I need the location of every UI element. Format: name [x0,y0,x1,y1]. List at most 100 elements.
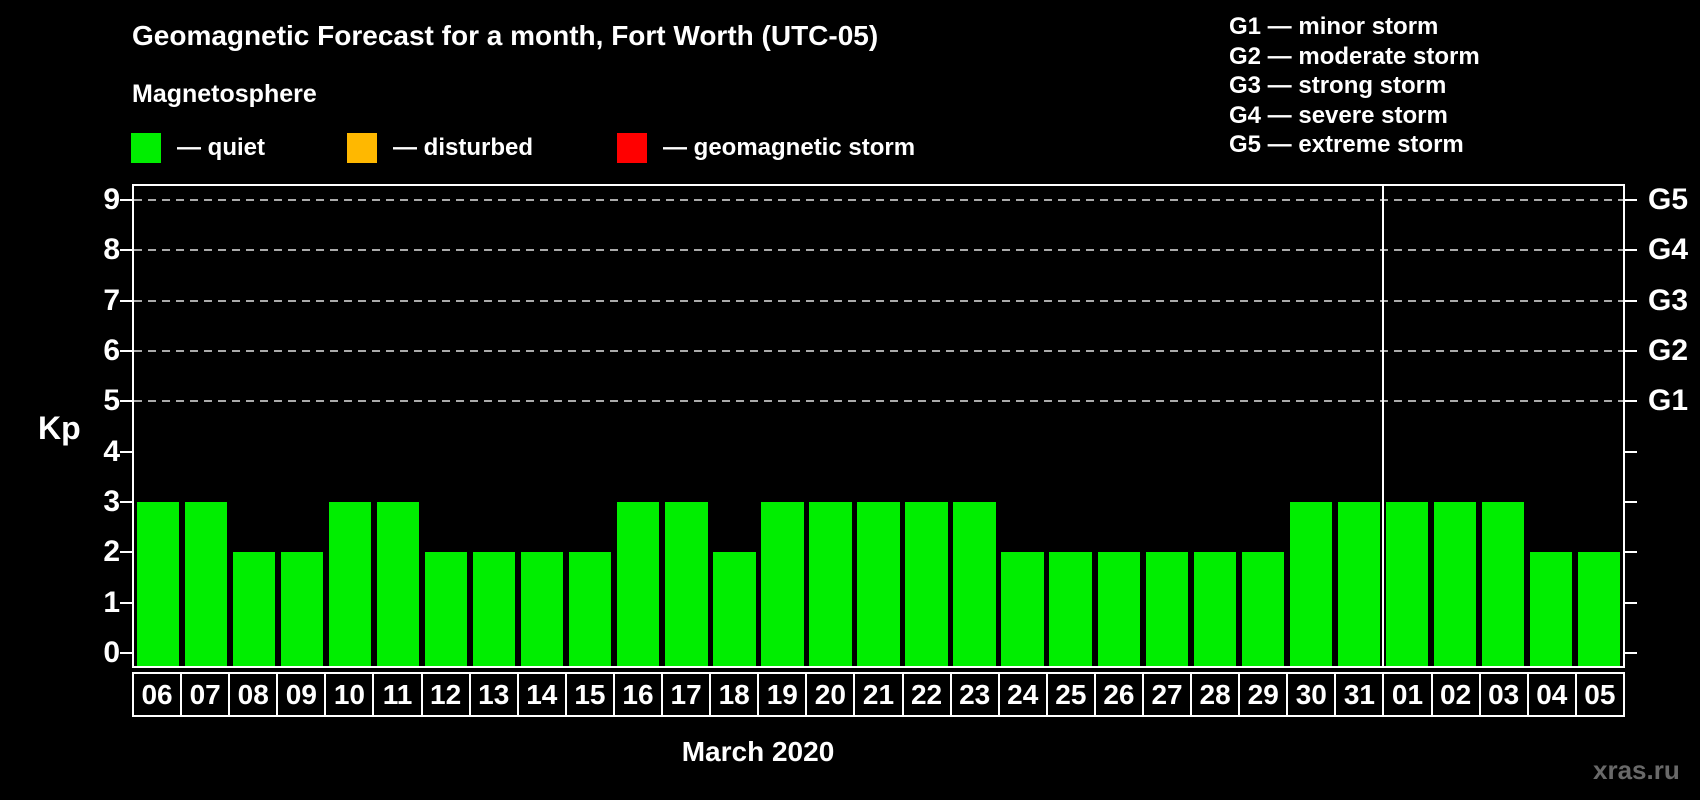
storm-swatch [617,133,647,163]
legend-label-quiet: — quiet [177,134,265,161]
kp-tick-right-3 [1625,501,1637,504]
kp-tick-left-0 [120,652,132,655]
kp-tick-left-4 [120,450,132,453]
date-cell-27: 27 [1141,672,1193,717]
kp-bar-19 [761,502,804,666]
kp-tick-right-9 [1625,199,1637,201]
date-cell-17: 17 [661,672,712,717]
kp-bar-07 [184,502,228,666]
watermark: xras.ru [1593,755,1680,785]
gridline-kp8 [134,249,1623,252]
legend-item-quiet: — quiet [131,133,265,163]
month-label: March 2020 [681,736,835,767]
kp-tick-left-2 [120,551,132,554]
kp-tick-right-6 [1625,350,1637,353]
date-cell-11: 11 [372,672,423,717]
kp-tick-left-8 [120,249,132,252]
page-title: Geomagnetic Forecast for a month, Fort W… [132,20,879,51]
gridline-kp6 [134,350,1623,353]
kp-bar-24 [1001,552,1044,666]
kp-bar-15 [569,552,612,666]
kp-bar-26 [1097,552,1140,666]
kp-bar-28 [1193,552,1236,666]
disturbed-swatch [347,133,377,163]
date-cell-21: 21 [853,672,904,717]
date-cell-01: 01 [1382,672,1433,717]
kp-bar-31 [1337,502,1380,666]
date-cell-25: 25 [1045,672,1096,717]
kp-tick-right-2 [1625,551,1637,554]
gridline-kp5 [134,400,1623,403]
kp-tick-right-8 [1625,249,1637,252]
kp-tick-right-4 [1625,450,1637,453]
storm-scale-line-5: G5 — extreme storm [1229,131,1464,158]
kp-tick-right-1 [1625,601,1637,604]
kp-tick-left-6 [120,350,132,353]
date-cell-22: 22 [901,672,952,717]
gridline-kp9 [134,199,1623,201]
kp-tick-left-3 [120,501,132,504]
g-axis-label-g5: G5 [1648,183,1689,216]
kp-axis-label-0: 0 [103,636,120,670]
kp-bar-05 [1577,552,1621,666]
kp-bar-13 [473,552,516,666]
kp-tick-right-5 [1625,400,1637,403]
kp-tick-left-9 [120,199,132,201]
kp-bar-01 [1385,502,1428,666]
kp-bar-12 [425,552,468,666]
kp-bar-02 [1433,502,1477,666]
g-axis-label-g4: G4 [1648,233,1689,267]
date-cell-15: 15 [564,672,615,717]
kp-axis-label-5: 5 [103,384,120,418]
magnetosphere-subtitle: Magnetosphere [132,80,317,108]
kp-bar-29 [1241,552,1284,666]
kp-bar-25 [1049,552,1092,666]
date-cell-19: 19 [757,672,808,717]
kp-axis-label-7: 7 [103,283,120,317]
kp-bar-27 [1145,552,1188,666]
kp-axis-label-3: 3 [103,485,120,519]
kp-bar-04 [1529,552,1573,666]
g-axis-label-g3: G3 [1648,283,1689,317]
date-cell-24: 24 [997,672,1048,717]
kp-tick-left-1 [120,601,132,604]
kp-tick-right-0 [1625,652,1637,655]
date-cell-30: 30 [1286,672,1337,717]
kp-tick-right-7 [1625,299,1637,302]
date-cell-03: 03 [1478,672,1529,717]
kp-tick-left-5 [120,400,132,403]
g-axis-label-g1: G1 [1648,384,1689,418]
kp-bar-21 [857,502,900,666]
kp-axis-label-8: 8 [103,233,120,267]
legend-label-storm: — geomagnetic storm [663,134,916,161]
date-cell-04: 04 [1526,672,1577,717]
kp-bar-17 [665,502,708,666]
date-cell-20: 20 [805,672,856,717]
legend-item-disturbed: — disturbed [347,133,533,163]
date-cell-07: 07 [180,672,231,717]
date-axis-row: 06 07 08 09 10 11 12 13 14 15 16 17 18 19 20 21 22 23 24 25… [132,672,1625,717]
kp-bar-16 [617,502,660,666]
date-cell-23: 23 [949,672,1000,717]
legend-item-storm: — geomagnetic storm [617,133,915,163]
kp-bar-08 [232,552,276,666]
date-cell-14: 14 [516,672,567,717]
kp-bar-14 [521,552,564,666]
date-cell-31: 31 [1334,672,1385,717]
date-cell-09: 09 [276,672,327,717]
g-axis-label-g2: G2 [1648,334,1689,368]
kp-bar-11 [377,502,420,666]
date-cell-16: 16 [612,672,664,717]
plot-area [120,184,1637,668]
kp-axis-label-6: 6 [103,334,120,368]
storm-scale-line-1: G1 — minor storm [1229,13,1439,40]
month-separator-line [1381,186,1384,666]
kp-tick-left-7 [120,299,132,302]
date-cell-26: 26 [1093,672,1144,717]
date-cell-08: 08 [228,672,279,717]
kp-bar-03 [1481,502,1525,666]
storm-scale-line-3: G3 — strong storm [1229,72,1447,99]
date-cell-29: 29 [1238,672,1289,717]
kp-bar-23 [953,502,996,666]
